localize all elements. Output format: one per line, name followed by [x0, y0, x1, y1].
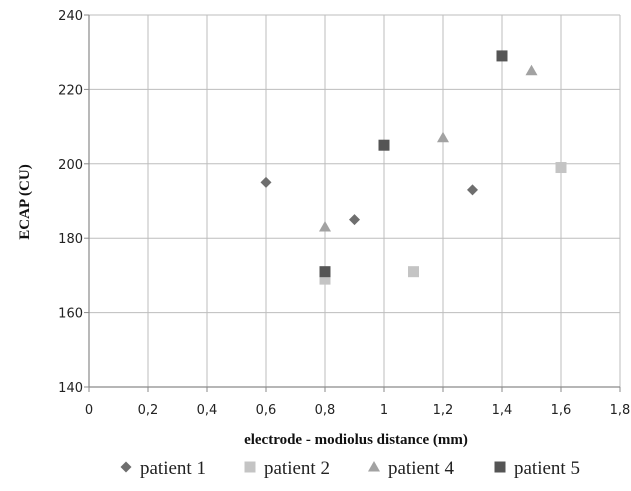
- x-tick-label: 1,2: [433, 403, 454, 418]
- patient-2-point: [408, 266, 419, 278]
- patient-2-point: [319, 273, 331, 285]
- y-tick-labels: 140 160 180 200 220 240: [58, 9, 83, 396]
- y-tick-label: 180: [58, 232, 83, 247]
- x-axis-label: electrode - modiolus distance (mm): [244, 432, 468, 448]
- x-tick-label: 1,6: [551, 403, 572, 418]
- grid-lines: [88, 14, 621, 388]
- patient-5-point: [319, 266, 331, 278]
- x-tick-label: 1: [380, 403, 388, 418]
- patient-1-point: [349, 214, 360, 226]
- patient-4-point: [437, 131, 449, 143]
- y-axis-label: ECAP (CU): [17, 164, 33, 239]
- y-tick-label: 240: [58, 9, 83, 24]
- legend-label-patient-5: patient 5: [514, 458, 580, 479]
- legend-label-patient-2: patient 2: [264, 458, 330, 479]
- legend-marker-patient-4: [368, 461, 380, 472]
- legend-item-patient-5: patient 5: [494, 458, 580, 479]
- x-tick-label: 0,4: [197, 403, 218, 418]
- x-tick-label: 0,6: [256, 403, 277, 418]
- y-tick-label: 220: [58, 83, 83, 98]
- x-tick-label: 1,4: [492, 403, 513, 418]
- axes: [84, 14, 621, 392]
- legend-marker-patient-5: [494, 461, 506, 473]
- legend: patient 1 patient 2 patient 4 patient 5: [120, 458, 580, 479]
- patient-5-point: [496, 50, 508, 62]
- patient-1-point: [467, 184, 478, 196]
- y-tick-label: 200: [58, 158, 83, 173]
- legend-item-patient-1: patient 1: [120, 458, 206, 479]
- x-tick-label: 1,8: [610, 403, 631, 418]
- patient-5-point: [378, 139, 390, 151]
- legend-item-patient-4: patient 4: [368, 458, 454, 479]
- patient-2-point: [555, 162, 567, 174]
- x-tick-label: 0,8: [315, 403, 336, 418]
- y-tick-label: 140: [58, 381, 83, 396]
- legend-marker-patient-1: [120, 461, 132, 473]
- x-tick-label: 0: [85, 403, 93, 418]
- x-tick-label: 0,2: [138, 403, 159, 418]
- y-tick-label: 160: [58, 307, 83, 322]
- legend-marker-patient-2: [244, 461, 256, 473]
- patient-4-point: [319, 221, 331, 232]
- data-points: [260, 50, 567, 285]
- patient-4-point: [525, 64, 538, 76]
- x-tick-labels: 0 0,2 0,4 0,6 0,8 1 1,2 1,4 1,6 1,8: [85, 403, 630, 418]
- legend-label-patient-4: patient 4: [388, 458, 454, 479]
- patient-1-point: [260, 176, 272, 188]
- legend-item-patient-2: patient 2: [244, 458, 330, 479]
- legend-label-patient-1: patient 1: [140, 458, 206, 479]
